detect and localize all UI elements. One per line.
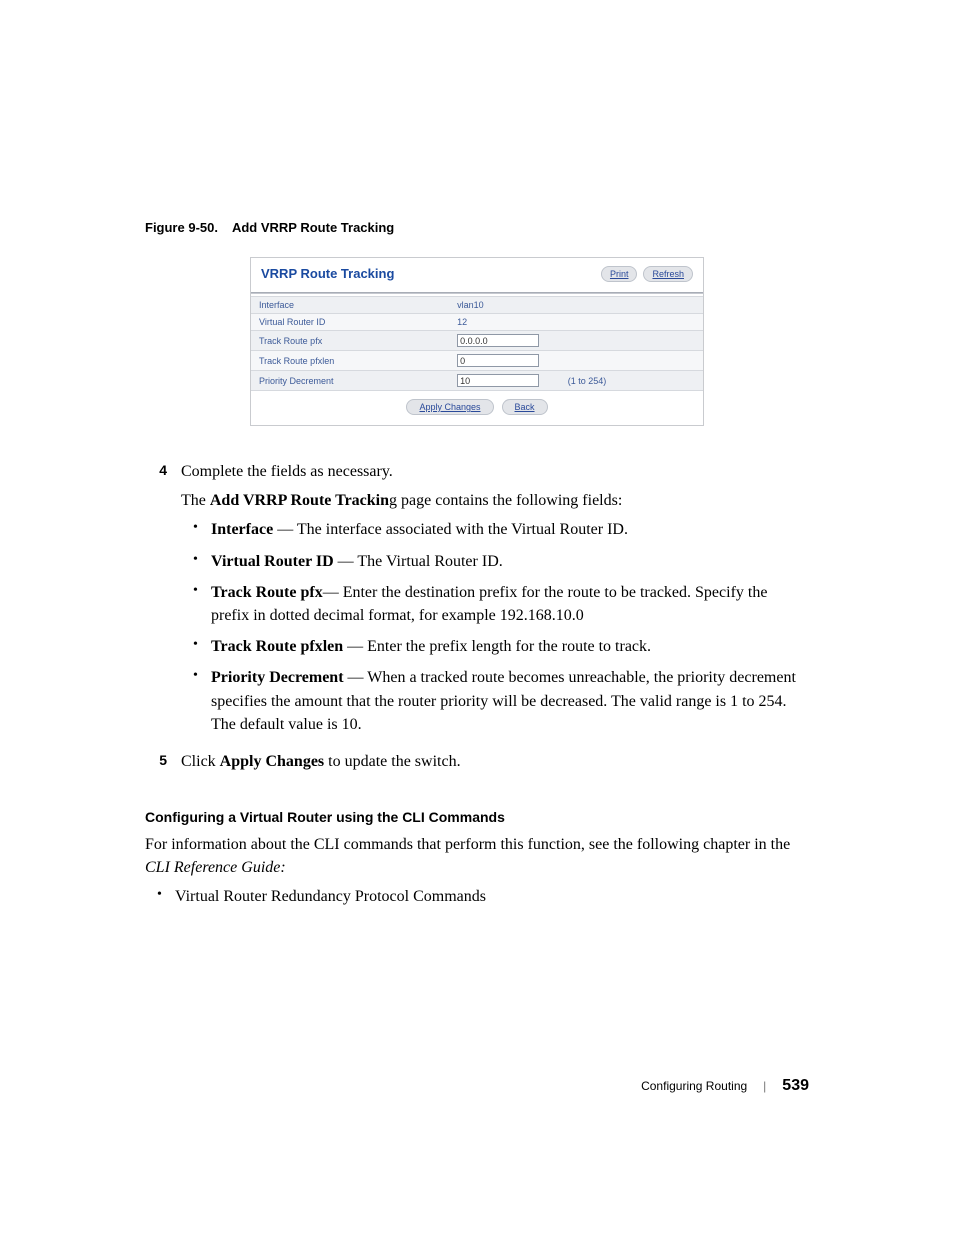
table-row: Track Route pfx — [251, 331, 703, 351]
figure-number: Figure 9-50. — [145, 220, 218, 235]
bullet-priority-decrement: Priority Decrement — When a tracked rout… — [181, 666, 809, 736]
bullet-track-route-pfxlen: Track Route pfxlen — Enter the prefix le… — [181, 635, 809, 658]
field-bullets: Interface — The interface associated wit… — [181, 518, 809, 736]
print-button[interactable]: Print — [601, 266, 638, 282]
config-table: Interface vlan10 Virtual Router ID 12 Tr… — [251, 296, 703, 391]
step-4: 4 Complete the fields as necessary. The … — [145, 460, 809, 744]
bullet-vrrp-commands: Virtual Router Redundancy Protocol Comma… — [145, 885, 809, 908]
table-row: Interface vlan10 — [251, 297, 703, 314]
label-priority-decrement: Priority Decrement — [251, 371, 451, 391]
label-track-route-pfx: Track Route pfx — [251, 331, 451, 351]
track-route-pfxlen-input[interactable] — [457, 354, 539, 367]
step-number: 5 — [145, 750, 181, 779]
label-vrid: Virtual Router ID — [251, 314, 451, 331]
panel-title: VRRP Route Tracking — [261, 266, 394, 281]
value-interface: vlan10 — [451, 297, 703, 314]
priority-decrement-range: (1 to 254) — [562, 371, 703, 391]
step-number: 4 — [145, 460, 181, 744]
apply-changes-button[interactable]: Apply Changes — [406, 399, 493, 415]
value-vrid: 12 — [451, 314, 703, 331]
vrrp-screenshot: VRRP Route Tracking Print Refresh Interf… — [250, 257, 704, 426]
bullet-interface: Interface — The interface associated wit… — [181, 518, 809, 541]
step5-text: Click Apply Changes to update the switch… — [181, 750, 809, 773]
steps-list: 4 Complete the fields as necessary. The … — [145, 460, 809, 779]
bullet-track-route-pfx: Track Route pfx— Enter the destination p… — [181, 581, 809, 627]
table-row: Virtual Router ID 12 — [251, 314, 703, 331]
refresh-button[interactable]: Refresh — [643, 266, 693, 282]
priority-decrement-input[interactable] — [457, 374, 539, 387]
figure-title: Add VRRP Route Tracking — [232, 220, 394, 235]
section-paragraph: For information about the CLI commands t… — [145, 833, 809, 879]
section-heading: Configuring a Virtual Router using the C… — [145, 809, 809, 825]
page-footer: Configuring Routing | 539 — [641, 1077, 809, 1095]
footer-page-number: 539 — [782, 1077, 809, 1095]
bullet-vrid: Virtual Router ID — The Virtual Router I… — [181, 550, 809, 573]
panel-divider — [251, 292, 703, 294]
back-button[interactable]: Back — [502, 399, 548, 415]
step-5: 5 Click Apply Changes to update the swit… — [145, 750, 809, 779]
label-track-route-pfxlen: Track Route pfxlen — [251, 351, 451, 371]
reference-bullets: Virtual Router Redundancy Protocol Comma… — [145, 885, 809, 908]
footer-separator: | — [763, 1079, 766, 1093]
track-route-pfx-input[interactable] — [457, 334, 539, 347]
step4-line1: Complete the fields as necessary. — [181, 460, 809, 483]
figure-caption: Figure 9-50. Add VRRP Route Tracking — [145, 220, 809, 235]
step4-line2: The Add VRRP Route Tracking page contain… — [181, 489, 809, 512]
table-row: Track Route pfxlen — [251, 351, 703, 371]
footer-chapter: Configuring Routing — [641, 1079, 747, 1093]
table-row: Priority Decrement (1 to 254) — [251, 371, 703, 391]
label-interface: Interface — [251, 297, 451, 314]
